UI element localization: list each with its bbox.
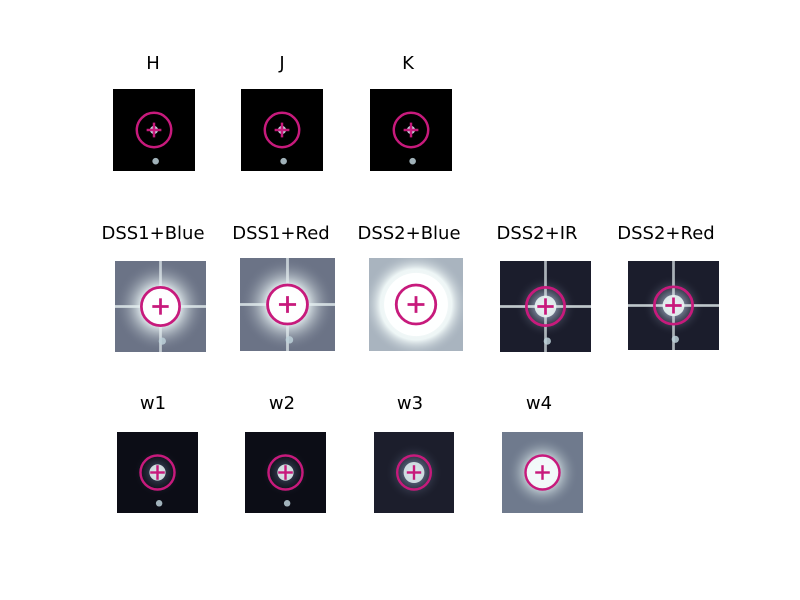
- cutout-image: [240, 258, 335, 351]
- cutout-label: K: [402, 53, 414, 74]
- cutout-image: [370, 89, 452, 171]
- cutout-image: [241, 89, 323, 171]
- cutout-image: [117, 432, 198, 513]
- cutout-label: DSS2+Blue: [357, 223, 461, 244]
- cutout-label: DSS2+IR: [496, 223, 578, 244]
- cutout-label: w2: [268, 393, 296, 414]
- cutout-image: [500, 261, 591, 352]
- cutout-label: DSS2+Red: [617, 223, 715, 244]
- cutout-label: DSS1+Blue: [101, 223, 205, 244]
- cutout-image: [502, 432, 583, 513]
- cutout-label: J: [279, 53, 285, 74]
- cutout-image: [113, 89, 195, 171]
- cutout-label: H: [146, 53, 160, 74]
- cutout-label: w3: [396, 393, 424, 414]
- cutout-image: [628, 261, 719, 350]
- cutout-label: DSS1+Red: [232, 223, 330, 244]
- cutout-image: [115, 261, 206, 352]
- cutout-image: [374, 432, 454, 513]
- cutout-label: w1: [139, 393, 167, 414]
- cutout-image: [369, 258, 463, 351]
- cutout-label: w4: [525, 393, 553, 414]
- cutout-image: [245, 432, 326, 513]
